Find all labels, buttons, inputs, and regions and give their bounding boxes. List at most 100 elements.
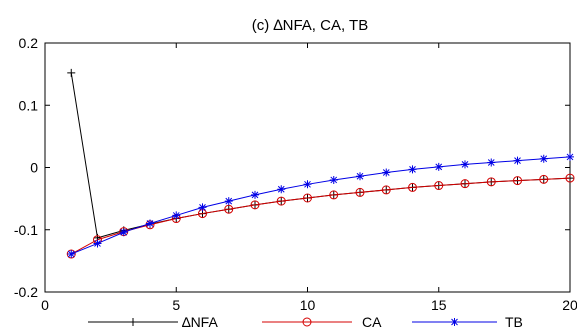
- star-marker: [356, 172, 364, 181]
- circle-marker: [434, 181, 444, 191]
- legend-marker: [450, 318, 459, 326]
- legend-marker: [129, 318, 137, 326]
- y-tick-label: 0.1: [19, 97, 39, 113]
- star-marker: [198, 203, 207, 212]
- x-tick-label: 20: [562, 297, 577, 313]
- data-point-tb: [303, 180, 312, 189]
- data-point-ca: [539, 174, 549, 184]
- legend-item-ca: CA: [262, 314, 382, 330]
- x-tick-label: 0: [41, 297, 49, 313]
- circle-marker: [460, 179, 470, 189]
- star-marker: [93, 239, 102, 248]
- data-point-ca: [224, 204, 234, 214]
- circle-marker: [486, 177, 496, 187]
- star-marker: [461, 160, 469, 169]
- data-point-ca: [250, 200, 260, 210]
- y-tick-label: 0.2: [19, 35, 39, 51]
- circle-marker: [329, 190, 339, 200]
- plus-marker: [129, 318, 137, 326]
- star-marker: [224, 197, 233, 206]
- circle-marker: [355, 187, 365, 197]
- plot-area: 0 5 10 15 20 -0.2 -0.1 0 0.1 0.2: [14, 35, 577, 313]
- star-marker: [329, 175, 338, 184]
- y-tick-label: -0.2: [14, 284, 38, 300]
- circle-marker: [276, 196, 286, 206]
- data-point-ca: [381, 185, 391, 195]
- data-point-tb: [146, 219, 154, 228]
- data-point-ca: [303, 193, 312, 203]
- plus-marker: [67, 68, 76, 77]
- star-marker: [382, 168, 391, 177]
- data-point-ca: [276, 196, 286, 206]
- star-marker: [487, 158, 496, 167]
- star-marker: [146, 219, 154, 228]
- x-tick-label: 10: [300, 297, 316, 313]
- series-line-ca: [71, 177, 571, 255]
- data-point-tb: [93, 239, 102, 248]
- legend-marker: [302, 317, 312, 327]
- data-point-tb: [198, 203, 207, 212]
- data-point-tb: [382, 168, 391, 177]
- data-point-tb: [172, 211, 181, 220]
- circle-marker: [381, 185, 391, 195]
- legend-item-tb: TB: [412, 314, 523, 330]
- series-line-nfa: [70, 72, 571, 239]
- data-point-ca: [329, 190, 339, 200]
- data-point-tb: [119, 228, 128, 237]
- plot-frame: [44, 42, 571, 293]
- data-point-ca: [460, 179, 470, 189]
- star-marker: [303, 180, 312, 189]
- star-marker: [539, 154, 548, 163]
- data-point-ca: [486, 177, 496, 187]
- data-point-tb: [277, 185, 286, 194]
- data-point-tb: [408, 165, 417, 174]
- star-marker: [172, 211, 181, 220]
- data-point-ca: [434, 181, 444, 191]
- circle-marker: [565, 173, 575, 183]
- x-tick-label: 15: [431, 297, 447, 313]
- data-point-tb: [251, 190, 259, 199]
- legend-label: TB: [505, 314, 523, 330]
- star-marker: [566, 152, 574, 161]
- data-point-tb: [566, 152, 574, 161]
- x-tick-label: 5: [172, 297, 180, 313]
- data-point-tb: [356, 172, 364, 181]
- data-point-tb: [487, 158, 496, 167]
- data-point-tb: [329, 175, 338, 184]
- star-marker: [119, 228, 128, 237]
- star-marker: [251, 190, 259, 199]
- circle-marker: [224, 204, 234, 214]
- data-point-tb: [539, 154, 548, 163]
- chart-title: (c) ∆NFA, CA, TB: [252, 17, 368, 34]
- circle-marker: [539, 174, 549, 184]
- star-marker: [434, 162, 443, 171]
- data-point-tb: [461, 160, 469, 169]
- star-marker: [67, 250, 76, 259]
- data-point-ca: [355, 187, 365, 197]
- star-marker: [450, 318, 459, 326]
- data-point-ca: [513, 176, 522, 186]
- data-point-ca: [408, 182, 417, 192]
- legend-label: ∆NFA: [182, 314, 218, 330]
- circle-marker: [250, 200, 260, 210]
- data-point-nfa: [67, 68, 76, 77]
- data-point-tb: [434, 162, 443, 171]
- circle-marker: [302, 317, 312, 327]
- data-point-tb: [224, 197, 233, 206]
- series-line-tb: [71, 156, 571, 255]
- circle-marker: [408, 182, 417, 192]
- legend-item-nfa: ∆NFA: [88, 314, 218, 330]
- circle-marker: [513, 176, 522, 186]
- legend-label: CA: [362, 314, 382, 330]
- y-tick-label: -0.1: [14, 222, 38, 238]
- star-marker: [513, 156, 522, 165]
- data-point-ca: [565, 173, 575, 183]
- star-marker: [408, 165, 417, 174]
- circle-marker: [303, 193, 312, 203]
- star-marker: [277, 185, 286, 194]
- data-point-tb: [513, 156, 522, 165]
- y-tick-label: 0: [30, 160, 38, 176]
- data-point-tb: [67, 250, 76, 259]
- legend: ∆NFA CA TB: [88, 314, 523, 330]
